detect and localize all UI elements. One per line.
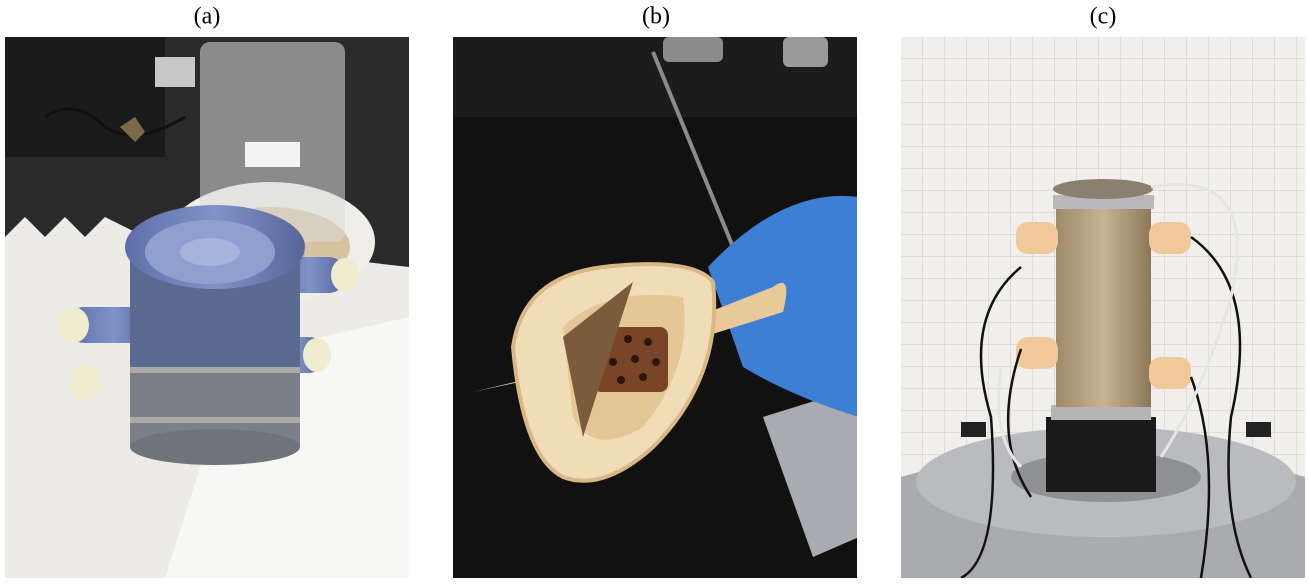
panel-label: (c) [1090, 4, 1117, 30]
photo-a [5, 37, 409, 578]
panel-label: (a) [194, 4, 221, 30]
photo-b [453, 37, 857, 578]
photo-c [901, 37, 1305, 578]
panel-label: (b) [642, 4, 670, 30]
